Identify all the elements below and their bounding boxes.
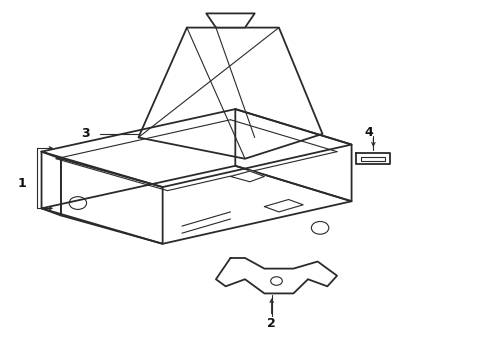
Polygon shape xyxy=(265,199,303,212)
Text: 4: 4 xyxy=(364,126,373,139)
Polygon shape xyxy=(61,159,163,244)
Text: 1: 1 xyxy=(18,177,26,190)
Text: 3: 3 xyxy=(81,127,90,140)
Polygon shape xyxy=(216,258,337,293)
Polygon shape xyxy=(42,152,61,215)
Polygon shape xyxy=(356,153,391,164)
Polygon shape xyxy=(235,109,352,201)
Polygon shape xyxy=(230,171,265,182)
Polygon shape xyxy=(42,166,352,244)
Text: 2: 2 xyxy=(267,317,276,330)
Polygon shape xyxy=(206,13,255,28)
Polygon shape xyxy=(138,28,322,159)
Polygon shape xyxy=(42,109,352,187)
